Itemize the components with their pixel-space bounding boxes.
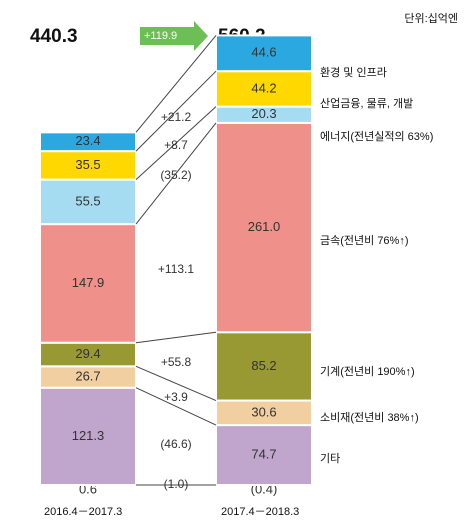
- segment-value-0-4: 147.9: [72, 275, 105, 290]
- segment-value-0-7: 23.4: [75, 133, 100, 148]
- segment-value-1-1: 74.7: [251, 446, 276, 461]
- segment-value-0-6: 35.5: [75, 157, 100, 172]
- bar-segment-1-1: [215, 424, 313, 487]
- arrow-head: [194, 21, 208, 51]
- segment-value-1-3: 85.2: [251, 358, 276, 373]
- legend-label-6: 산업금융, 물류, 개발: [320, 97, 413, 110]
- bar-segment-1-3: [215, 331, 313, 402]
- bar-segment-0-7: [39, 131, 137, 153]
- change-label-3: +55.8: [161, 355, 192, 369]
- arrow-body: [140, 27, 194, 45]
- connector-line-5: [135, 122, 217, 225]
- segment-value-1-6: 44.2: [251, 80, 276, 95]
- connector-line-7: [135, 70, 217, 152]
- legend-label-2: 소비재(전년비 38%↑): [320, 411, 419, 424]
- segment-value-0-3: 29.4: [75, 346, 100, 361]
- connector-line-4: [135, 331, 217, 344]
- change-label-1: (46.6): [160, 437, 191, 451]
- total-2016: 440.3: [30, 26, 78, 47]
- bar-segment-1-6: [215, 70, 313, 108]
- connector-line-6: [135, 106, 217, 180]
- segment-value-1-5: 20.3: [251, 106, 276, 121]
- connector-line-2: [135, 387, 217, 426]
- unit-label: 단위:십억엔: [404, 13, 458, 25]
- change-label-6: +8.7: [164, 138, 188, 152]
- change-arrow: +119.9: [140, 21, 208, 51]
- change-label-0: (1.0): [164, 477, 189, 491]
- segment-value-0-2: 26.7: [75, 368, 100, 383]
- change-label-7: +21.2: [161, 110, 192, 124]
- bar-segment-1-4: [215, 121, 313, 334]
- change-label-5: (35.2): [160, 168, 191, 182]
- legend-label-7: 환경 및 인프라: [320, 66, 387, 79]
- bar-segment-1-2: [215, 399, 313, 427]
- segment-value-0-1: 121.3: [72, 428, 105, 443]
- connector-line-top: [135, 35, 217, 133]
- change-label-2: +3.9: [164, 390, 188, 404]
- legend-label-4: 금속(전년비 76%↑): [320, 234, 409, 247]
- legend-label-5: 에너지(전년실적의 63%): [320, 130, 433, 143]
- total-change-label: +119.9: [144, 30, 178, 42]
- segment-value-0-5: 55.5: [75, 193, 100, 208]
- bar-segment-0-1: [39, 386, 137, 487]
- bar-segment-1-7: [215, 34, 313, 73]
- x-label-2017: 2017.4－2018.3: [221, 506, 300, 518]
- bar-segment-0-0: [40, 485, 136, 495]
- segment-value-1-4: 261.0: [248, 219, 281, 234]
- bar-segment-1-0: [216, 485, 312, 495]
- segment-value-1-7: 44.6: [251, 45, 276, 60]
- x-label-2016: 2016.4－2017.3: [44, 506, 123, 518]
- legend-label-3: 기계(전년비 190%↑): [320, 365, 415, 378]
- change-label-4: +113.1: [158, 262, 194, 276]
- connector-line-3: [135, 365, 217, 402]
- segment-value-1-2: 30.6: [251, 404, 276, 419]
- legend-label-1: 기타: [320, 452, 340, 465]
